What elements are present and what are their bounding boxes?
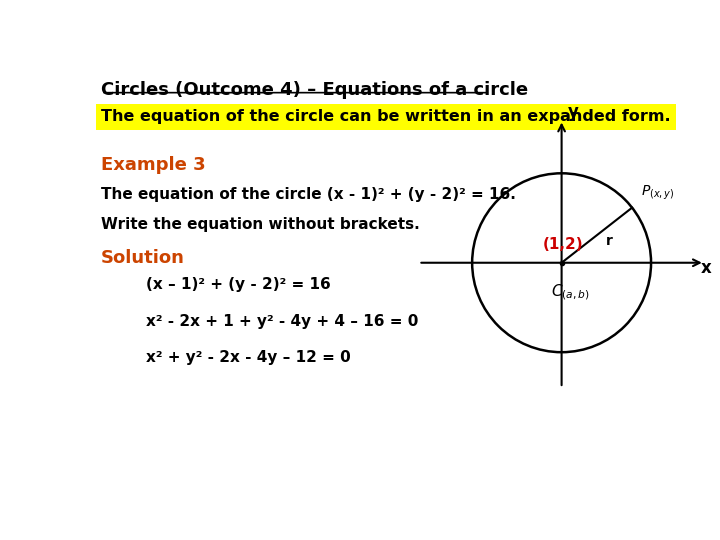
Text: Circles (Outcome 4) – Equations of a circle: Circles (Outcome 4) – Equations of a cir… <box>101 82 528 99</box>
Text: The equation of the circle can be written in an expanded form.: The equation of the circle can be writte… <box>101 109 671 124</box>
Text: x² + y² - 2x - 4y – 12 = 0: x² + y² - 2x - 4y – 12 = 0 <box>145 349 351 364</box>
Text: y: y <box>568 103 579 121</box>
Text: $C_{(a,b)}$: $C_{(a,b)}$ <box>551 282 590 302</box>
Text: (x – 1)² + (y - 2)² = 16: (x – 1)² + (y - 2)² = 16 <box>145 277 330 292</box>
Text: x² - 2x + 1 + y² - 4y + 4 – 16 = 0: x² - 2x + 1 + y² - 4y + 4 – 16 = 0 <box>145 314 418 329</box>
Text: Example 3: Example 3 <box>101 156 206 174</box>
Text: Solution: Solution <box>101 248 185 267</box>
Text: $P_{(x,y)}$: $P_{(x,y)}$ <box>641 184 675 202</box>
Text: (1,2): (1,2) <box>543 237 584 252</box>
Text: Write the equation without brackets.: Write the equation without brackets. <box>101 217 420 232</box>
Text: r: r <box>606 234 612 248</box>
Text: x: x <box>701 260 712 278</box>
Text: The equation of the circle (x - 1)² + (y - 2)² = 16.: The equation of the circle (x - 1)² + (y… <box>101 187 516 202</box>
